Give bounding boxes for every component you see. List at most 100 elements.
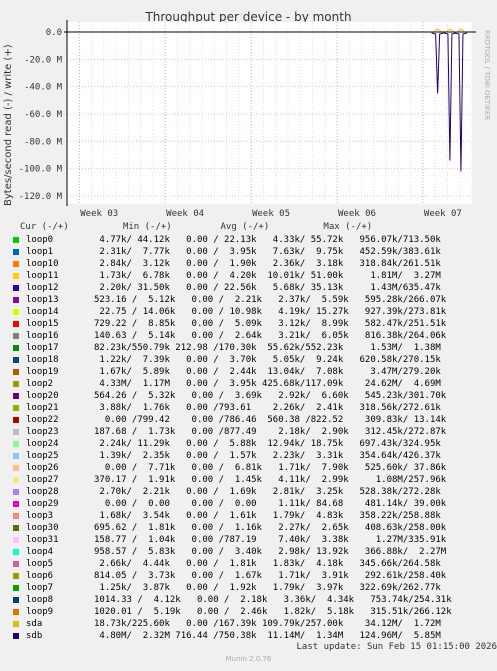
legend-header: Cur (-/+) Min (-/+) Avg (-/+) Max (-/+) xyxy=(20,222,373,232)
legend-series-name: loop14 xyxy=(26,307,59,317)
legend-series-values: 1.39k/ 2.35k 0.00 / 1.57k 2.23k/ 3.31k 3… xyxy=(94,451,441,461)
legend-series-values: 1.22k/ 7.39k 0.00 / 3.70k 5.05k/ 9.24k 6… xyxy=(94,355,441,365)
legend-swatch xyxy=(13,321,19,327)
y-tick-label: -40.0 M xyxy=(24,83,63,93)
legend-series-name: loop6 xyxy=(26,571,54,581)
legend-series-values: 814.05 / 3.73k 0.00 / 1.67k 1.71k/ 3.91k… xyxy=(94,571,447,581)
legend-swatch xyxy=(13,333,19,339)
plot-area xyxy=(67,22,472,204)
legend-series-values: 564.26 / 5.32k 0.00 / 3.69k 2.92k/ 6.60k… xyxy=(94,391,447,401)
legend-series-name: loop19 xyxy=(26,367,59,377)
legend-series-name: loop20 xyxy=(26,391,59,401)
legend-swatch xyxy=(13,405,19,411)
legend-series-name: loop31 xyxy=(26,535,59,545)
legend-swatch xyxy=(13,537,19,543)
legend-series-name: loop23 xyxy=(26,427,59,437)
legend-series-values: 0.00 / 7.71k 0.00 / 6.81k 1.71k/ 7.90k 5… xyxy=(94,463,447,473)
legend-swatch xyxy=(13,393,19,399)
x-tick-label: Week 03 xyxy=(80,209,118,219)
legend-series-name: loop9 xyxy=(26,607,54,617)
legend-swatch xyxy=(13,297,19,303)
legend-series-values: 82.23k/550.79k 212.98 /170.30k 55.62k/55… xyxy=(94,343,441,353)
legend-series-values: 2.84k/ 3.12k 0.00 / 1.90k 2.36k/ 3.18k 3… xyxy=(94,259,441,269)
legend-series-values: 1.25k/ 3.87k 0.00 / 1.92k 1.79k/ 3.97k 3… xyxy=(94,583,441,593)
legend-swatch xyxy=(13,465,19,471)
y-tick-label: 0.0 xyxy=(46,28,62,38)
legend-swatch xyxy=(13,309,19,315)
legend-series-name: loop30 xyxy=(26,523,59,533)
legend-series-values: 1014.33 / 4.12k 0.00 / 2.18k 3.36k/ 4.34… xyxy=(94,595,452,605)
legend-series-name: loop27 xyxy=(26,475,59,485)
legend-series-name: loop24 xyxy=(26,439,59,449)
legend-swatch xyxy=(13,357,19,363)
x-tick-label: Week 05 xyxy=(252,209,290,219)
x-tick-label: Week 06 xyxy=(338,209,376,219)
legend-series-values: 1020.01 / 5.19k 0.00 / 2.46k 1.82k/ 5.18… xyxy=(94,607,452,617)
legend-swatch xyxy=(13,261,19,267)
sdb-read-spike xyxy=(443,32,457,161)
legend-series-values: 0.00 /799.42 0.00 /786.46 560.38 /822.52… xyxy=(94,415,447,425)
legend-series-values: 2.20k/ 31.50k 0.00 / 22.56k 5.68k/ 35.13… xyxy=(94,283,441,293)
legend-series-name: loop25 xyxy=(26,451,59,461)
legend-series-values: 1.73k/ 6.78k 0.00 / 4.20k 10.01k/ 51.00k… xyxy=(94,271,441,281)
y-tick-label: -60.0 M xyxy=(24,110,63,120)
legend-series-name: loop10 xyxy=(26,259,59,269)
sdb-read-spike xyxy=(431,32,444,94)
legend-series-name: loop0 xyxy=(26,235,54,245)
sda-write-spike xyxy=(457,28,465,32)
legend-swatch xyxy=(13,609,19,615)
x-tick-label: Week 04 xyxy=(166,209,204,219)
legend-series-values: 2.66k/ 4.44k 0.00 / 1.81k 1.83k/ 4.18k 3… xyxy=(94,559,441,569)
legend-series-values: 3.88k/ 1.76k 0.00 /793.61 2.26k/ 2.41k 3… xyxy=(94,403,441,413)
y-tick-labels: 0.0 -20.0 M -40.0 M -60.0 M -80.0 M -100.0 M -… xyxy=(19,28,63,202)
legend-series-values: 4.80M/ 2.32M 716.44 /750.38k 11.14M/ 1.3… xyxy=(94,631,441,641)
legend-series-name: loop21 xyxy=(26,403,59,413)
legend-swatch xyxy=(13,621,19,627)
legend-series-values: 140.63 / 5.14k 0.00 / 2.64k 3.21k/ 6.05k… xyxy=(94,331,447,341)
legend-swatch xyxy=(13,453,19,459)
y-tick-label: -120.0 M xyxy=(19,192,63,202)
legend-series-values: 370.17 / 1.91k 0.00 / 1.45k 4.11k/ 2.99k… xyxy=(94,475,447,485)
y-tick-label: -80.0 M xyxy=(24,137,63,147)
legend-swatch xyxy=(13,501,19,507)
legend-series-values: 729.22 / 8.85k 0.00 / 5.09k 3.12k/ 8.99k… xyxy=(94,319,447,329)
legend-swatch xyxy=(13,237,19,243)
legend-series-values: 4.33M/ 1.17M 0.00 / 3.95k 425.68k/117.09… xyxy=(94,379,441,389)
y-tick-label: -100.0 M xyxy=(19,165,63,175)
legend-series-name: loop22 xyxy=(26,415,59,425)
legend-series-values: 523.16 / 5.12k 0.00 / 2.21k 2.37k/ 5.59k… xyxy=(94,295,447,305)
legend-swatch xyxy=(13,489,19,495)
legend-series-name: loop12 xyxy=(26,283,59,293)
legend-series-name: loop3 xyxy=(26,511,54,521)
legend-swatch xyxy=(13,549,19,555)
legend-swatch xyxy=(13,477,19,483)
legend-swatch xyxy=(13,597,19,603)
x-tick-label: Week 07 xyxy=(424,209,462,219)
legend-series-name: loop2 xyxy=(26,379,54,389)
legend-series-name: loop4 xyxy=(26,547,54,557)
legend-swatch xyxy=(13,525,19,531)
sda-write-spike xyxy=(434,28,441,32)
legend-series-name: loop7 xyxy=(26,583,54,593)
legend-swatch xyxy=(13,285,19,291)
legend-series-name: loop11 xyxy=(26,271,59,281)
legend-series-name: loop8 xyxy=(26,595,54,605)
legend-series-values: 2.70k/ 2.21k 0.00 / 1.69k 2.81k/ 3.25k 5… xyxy=(94,487,441,497)
legend-series-values: 158.77 / 1.04k 0.00 /787.19 7.40k/ 3.38k… xyxy=(94,535,447,545)
legend-swatch xyxy=(13,585,19,591)
legend-series-name: loop17 xyxy=(26,343,59,353)
legend-swatch xyxy=(13,513,19,519)
legend-swatch xyxy=(13,429,19,435)
legend-series-name: sda xyxy=(26,619,43,629)
sdb-read-spike xyxy=(454,32,468,172)
legend-series-name: loop13 xyxy=(26,295,59,305)
legend-swatch xyxy=(13,417,19,423)
legend-series-values: 1.68k/ 3.54k 0.00 / 1.61k 1.79k/ 4.83k 3… xyxy=(94,511,441,521)
legend-swatch xyxy=(13,573,19,579)
throughput-chart: 0.0 -20.0 M -40.0 M -60.0 M -80.0 M -100.0 M -… xyxy=(19,20,476,219)
legend-series-name: loop15 xyxy=(26,319,59,329)
legend-series-values: 958.57 / 5.83k 0.00 / 3.40k 2.98k/ 13.92… xyxy=(94,547,447,557)
legend-series-values: 22.75 / 14.06k 0.00 / 10.98k 4.19k/ 15.2… xyxy=(94,307,447,317)
legend-series-values: 2.31k/ 7.77k 0.00 / 3.95k 7.63k/ 9.75k 4… xyxy=(94,247,441,257)
legend-swatch xyxy=(13,441,19,447)
